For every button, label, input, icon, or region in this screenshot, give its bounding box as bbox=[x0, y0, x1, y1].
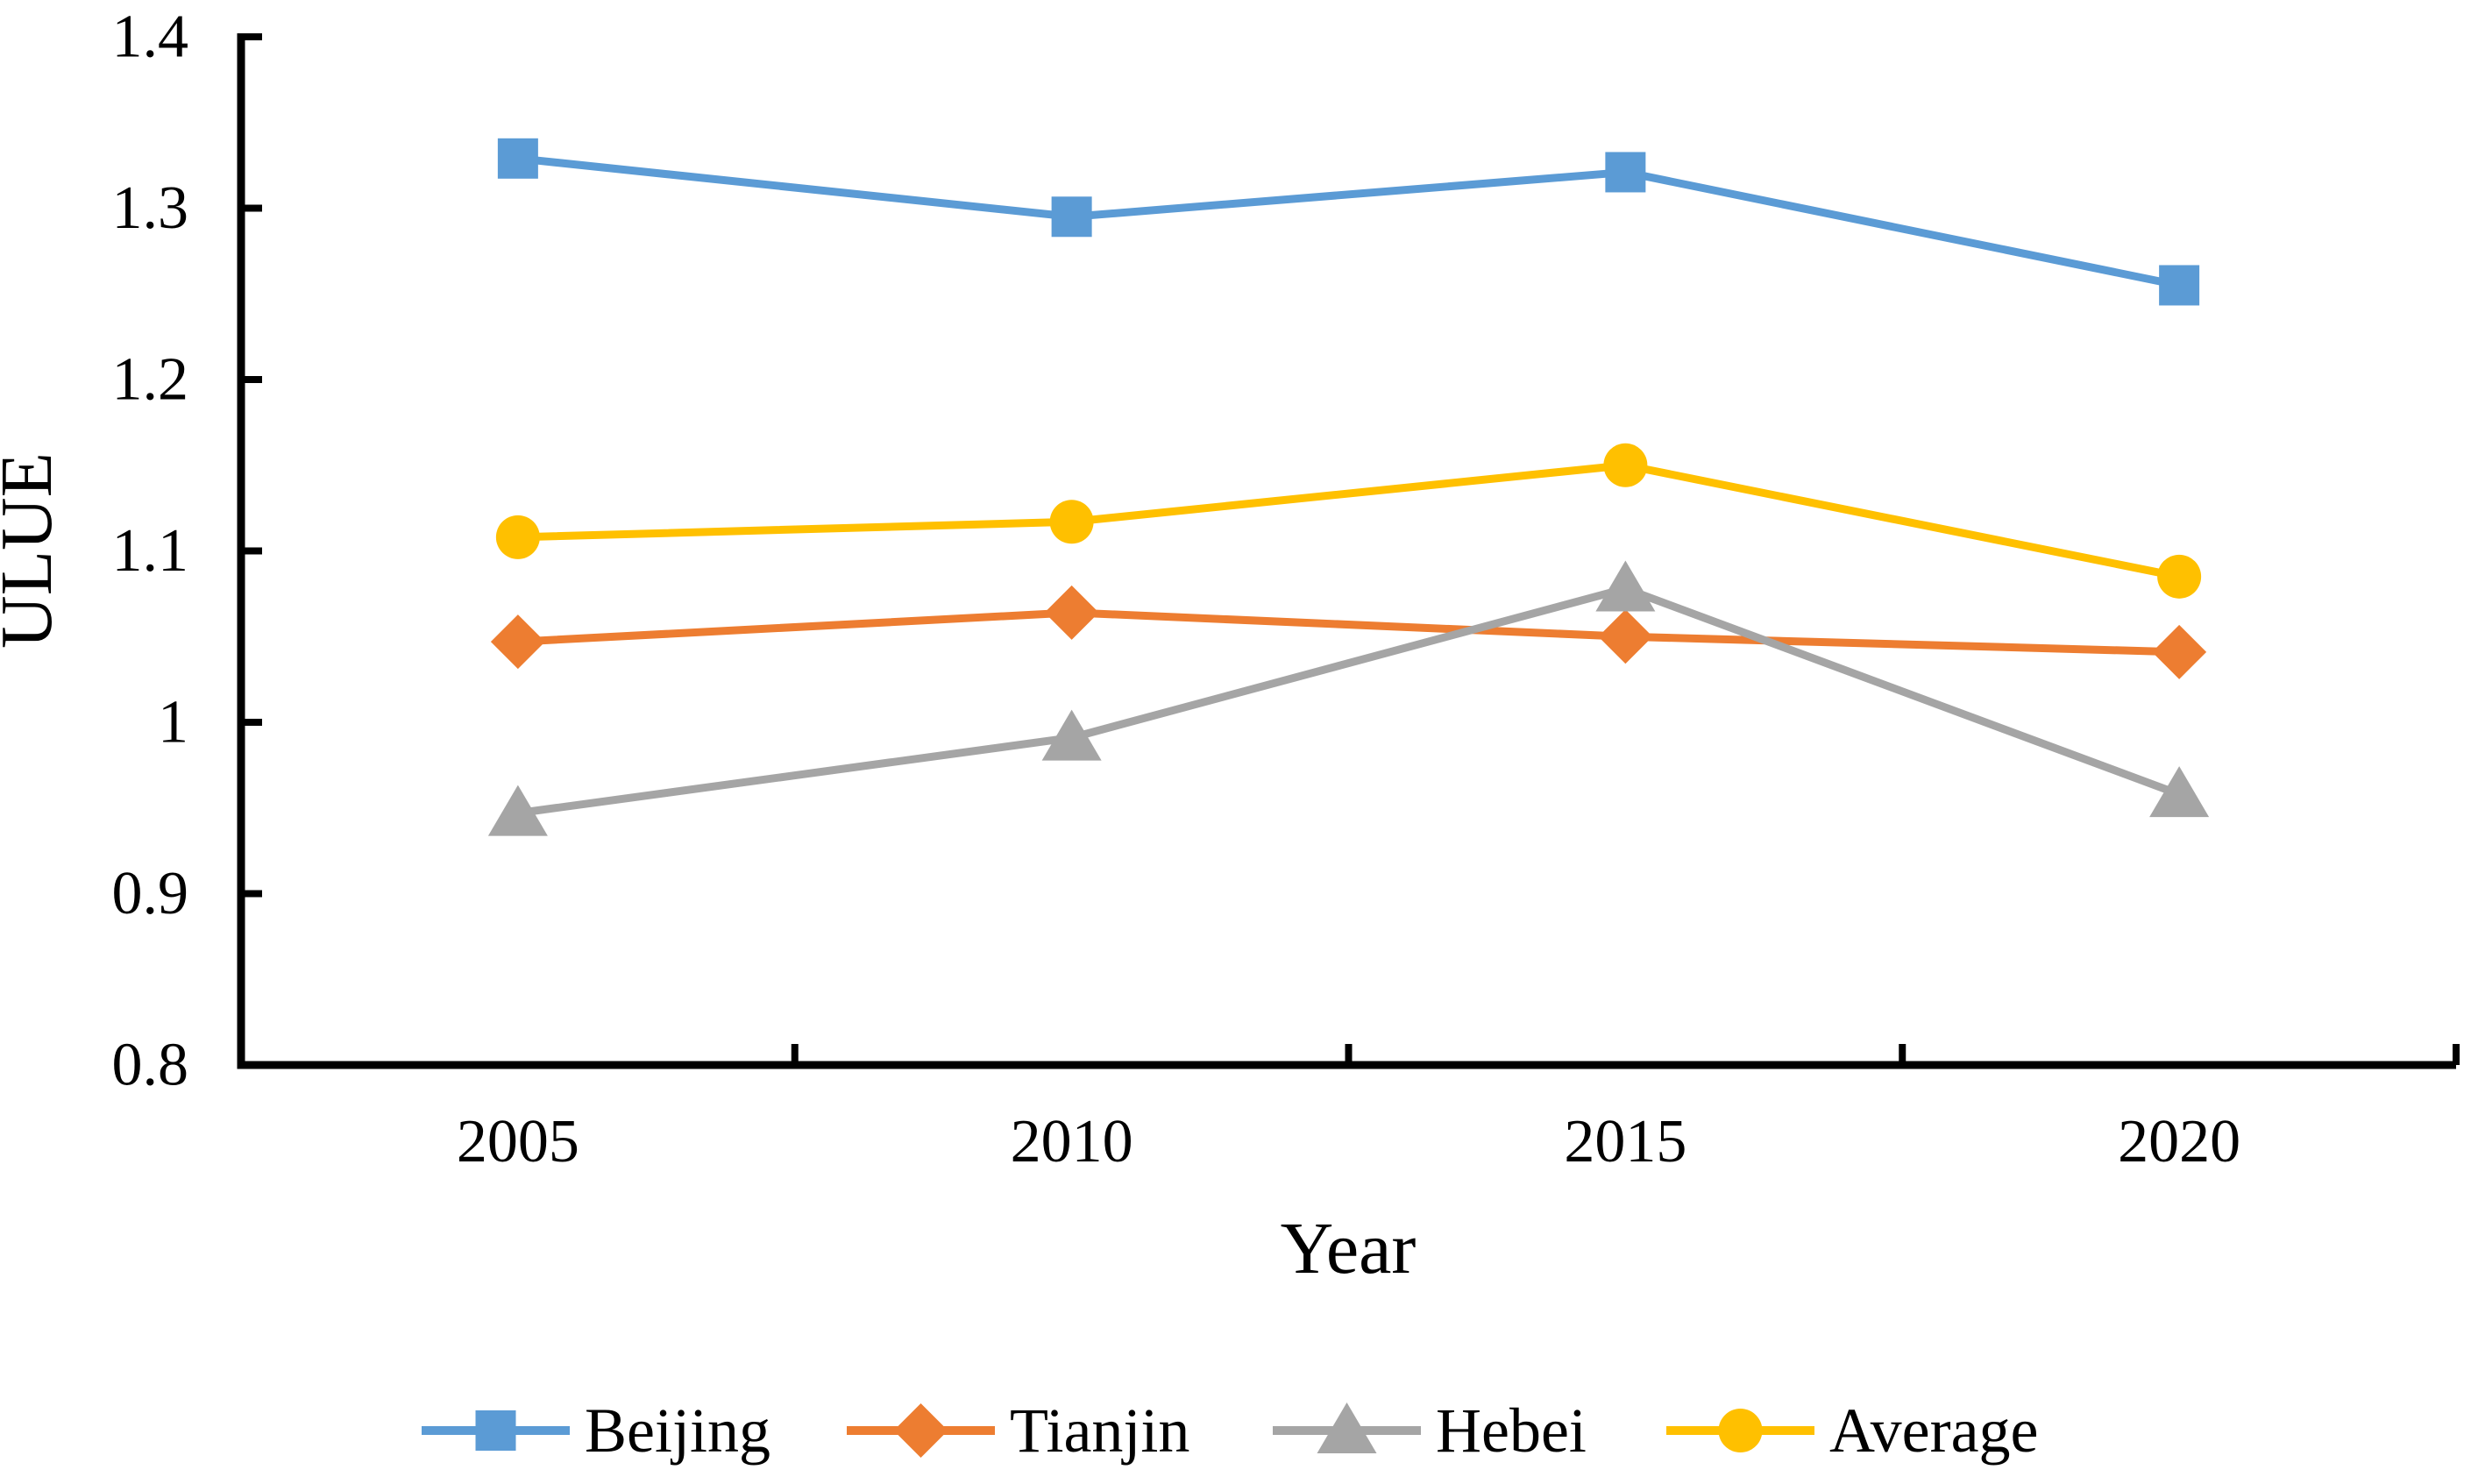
data-point-beijing-2015 bbox=[1605, 152, 1646, 193]
data-point-hebei-2010 bbox=[1041, 709, 1102, 761]
legend-label-average: Average bbox=[1829, 1395, 2039, 1466]
data-series bbox=[487, 138, 2210, 836]
legend-label-tianjin: Tianjin bbox=[1010, 1395, 1189, 1466]
data-point-beijing-2010 bbox=[1051, 196, 1092, 238]
data-point-average-2010 bbox=[1049, 500, 1094, 544]
data-point-hebei-2020 bbox=[2149, 766, 2210, 818]
legend-item-beijing: Beijing bbox=[422, 1395, 770, 1466]
x-tick-label: 2020 bbox=[2118, 1108, 2240, 1175]
y-tick-label: 0.8 bbox=[112, 1032, 189, 1099]
legend-marker-circle-icon bbox=[1718, 1409, 1763, 1452]
data-point-average-2020 bbox=[2157, 554, 2202, 599]
data-point-tianjin-2020 bbox=[2152, 624, 2207, 679]
y-tick-label: 1.3 bbox=[112, 174, 189, 242]
x-axis-tick-labels: 2005 2010 2015 2020 bbox=[457, 1108, 2240, 1175]
data-point-tianjin-2005 bbox=[490, 614, 545, 670]
data-point-average-2005 bbox=[495, 515, 540, 559]
data-point-beijing-2020 bbox=[2159, 265, 2200, 306]
series-beijing bbox=[497, 138, 2200, 306]
series-line-tianjin bbox=[517, 608, 2180, 657]
y-tick-label: 1 bbox=[158, 689, 188, 756]
y-tick-label: 1.4 bbox=[112, 4, 189, 71]
legend-label-beijing: Beijing bbox=[585, 1395, 770, 1466]
data-point-beijing-2005 bbox=[497, 138, 538, 179]
series-hebei bbox=[487, 560, 2210, 836]
series-line-beijing bbox=[517, 154, 2181, 289]
data-point-hebei-2005 bbox=[487, 785, 548, 836]
y-tick-label: 0.9 bbox=[112, 860, 189, 927]
y-tick-label: 1.2 bbox=[112, 346, 189, 414]
data-point-average-2015 bbox=[1603, 443, 1648, 487]
y-axis-title: ULUE bbox=[0, 452, 67, 649]
legend-item-hebei: Hebei bbox=[1273, 1395, 1587, 1466]
legend-item-tianjin: Tianjin bbox=[847, 1395, 1189, 1466]
y-axis-ticks bbox=[241, 33, 262, 898]
data-point-tianjin-2010 bbox=[1044, 585, 1099, 640]
legend-item-average: Average bbox=[1666, 1395, 2039, 1466]
legend-marker-diamond-icon bbox=[893, 1403, 948, 1458]
x-tick-label: 2015 bbox=[1564, 1108, 1686, 1175]
legend-marker-triangle-icon bbox=[1317, 1402, 1377, 1453]
x-axis-ticks bbox=[791, 1044, 2460, 1065]
legend-marker-square-icon bbox=[475, 1410, 516, 1451]
y-tick-label: 1.1 bbox=[112, 517, 189, 585]
data-point-hebei-2015 bbox=[1595, 560, 1656, 612]
series-tianjin bbox=[490, 585, 2207, 679]
x-tick-label: 2010 bbox=[1011, 1108, 1133, 1175]
series-average bbox=[495, 443, 2202, 599]
data-point-tianjin-2015 bbox=[1598, 609, 1653, 664]
series-line-average bbox=[517, 461, 2181, 581]
series-line-hebei bbox=[517, 585, 2181, 818]
y-axis-tick-labels: 0.8 0.9 1 1.1 1.2 1.3 1.4 bbox=[112, 4, 189, 1099]
legend: Beijing Tianjin Hebei Average bbox=[422, 1395, 2039, 1466]
x-tick-label: 2005 bbox=[457, 1108, 579, 1175]
x-axis-title: Year bbox=[1281, 1208, 1417, 1289]
legend-label-hebei: Hebei bbox=[1436, 1395, 1587, 1466]
